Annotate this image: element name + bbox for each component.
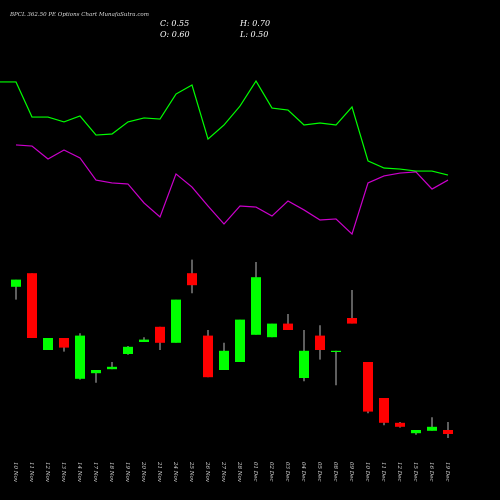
x-tick-label: 04 Dec <box>300 462 306 482</box>
candle-body <box>11 279 21 287</box>
x-tick-label: 13 Nov <box>60 462 66 483</box>
candle-body <box>299 350 309 378</box>
candle-body <box>139 339 149 342</box>
indicator-line <box>15 144 449 236</box>
candle-body <box>187 273 197 286</box>
candle-body <box>411 430 421 434</box>
x-tick-label: 09 Dec <box>348 462 354 482</box>
x-tick-label: 01 Dec <box>252 462 258 482</box>
x-tick-label: 10 Nov <box>12 462 18 483</box>
x-tick-label: 12 Dec <box>396 462 402 482</box>
x-tick-label: 18 Nov <box>108 462 114 483</box>
x-tick-label: 20 Nov <box>140 461 146 483</box>
candle-body <box>107 366 117 370</box>
candle-body <box>395 422 405 427</box>
x-tick-label: 19 Nov <box>124 462 130 483</box>
x-tick-label: 11 Nov <box>28 462 34 483</box>
x-tick-label: 02 Dec <box>268 462 274 482</box>
candle-body <box>59 338 69 348</box>
x-tick-label: 05 Dec <box>316 462 322 482</box>
candle-body <box>155 326 165 343</box>
x-tick-label: 03 Dec <box>284 462 290 482</box>
x-tick-label: 16 Dec <box>428 462 434 482</box>
candle-body <box>27 273 37 338</box>
candle-body <box>219 350 229 370</box>
high-label: H: 0.70 <box>239 19 270 28</box>
low-label: L: 0.50 <box>239 30 268 39</box>
x-tick-label: 26 Nov <box>204 461 210 483</box>
indicator-line <box>0 79 449 176</box>
candle-body <box>283 323 293 330</box>
x-tick-label: 19 Dec <box>444 462 450 482</box>
candle-body <box>75 335 85 379</box>
candle-body <box>123 346 133 354</box>
candle-body <box>347 318 357 324</box>
chart-title: BPCL 362.50 PE Options Chart MunafaSutra… <box>9 12 149 18</box>
candle-body <box>379 398 389 423</box>
x-tick-label: 28 Nov <box>236 461 242 483</box>
candle-body <box>43 338 53 350</box>
x-tick-label: 11 Dec <box>380 462 386 482</box>
candle-body <box>203 335 213 378</box>
candle-body <box>251 277 261 335</box>
x-tick-label: 15 Dec <box>412 462 418 482</box>
x-tick-label: 12 Nov <box>44 462 50 483</box>
open-label: O: 0.60 <box>160 30 190 39</box>
candle-body <box>267 323 277 338</box>
candle-body <box>171 299 181 343</box>
candle-body <box>91 370 101 374</box>
x-tick-label: 25 Nov <box>188 461 194 483</box>
candle-body <box>331 350 341 352</box>
x-tick-label: 17 Nov <box>92 462 98 483</box>
candle-body <box>235 319 245 362</box>
x-tick-label: 24 Nov <box>172 461 178 483</box>
x-tick-label: 27 Nov <box>220 461 226 483</box>
candle-body <box>315 335 325 350</box>
candle-body <box>427 426 437 431</box>
candle-body <box>443 430 453 434</box>
x-tick-label: 08 Dec <box>332 462 338 482</box>
x-tick-label: 14 Nov <box>76 462 82 483</box>
x-tick-label: 10 Dec <box>364 462 370 482</box>
candle-body <box>363 362 373 412</box>
x-tick-label: 21 Nov <box>156 461 162 483</box>
close-label: C: 0.55 <box>160 19 189 28</box>
